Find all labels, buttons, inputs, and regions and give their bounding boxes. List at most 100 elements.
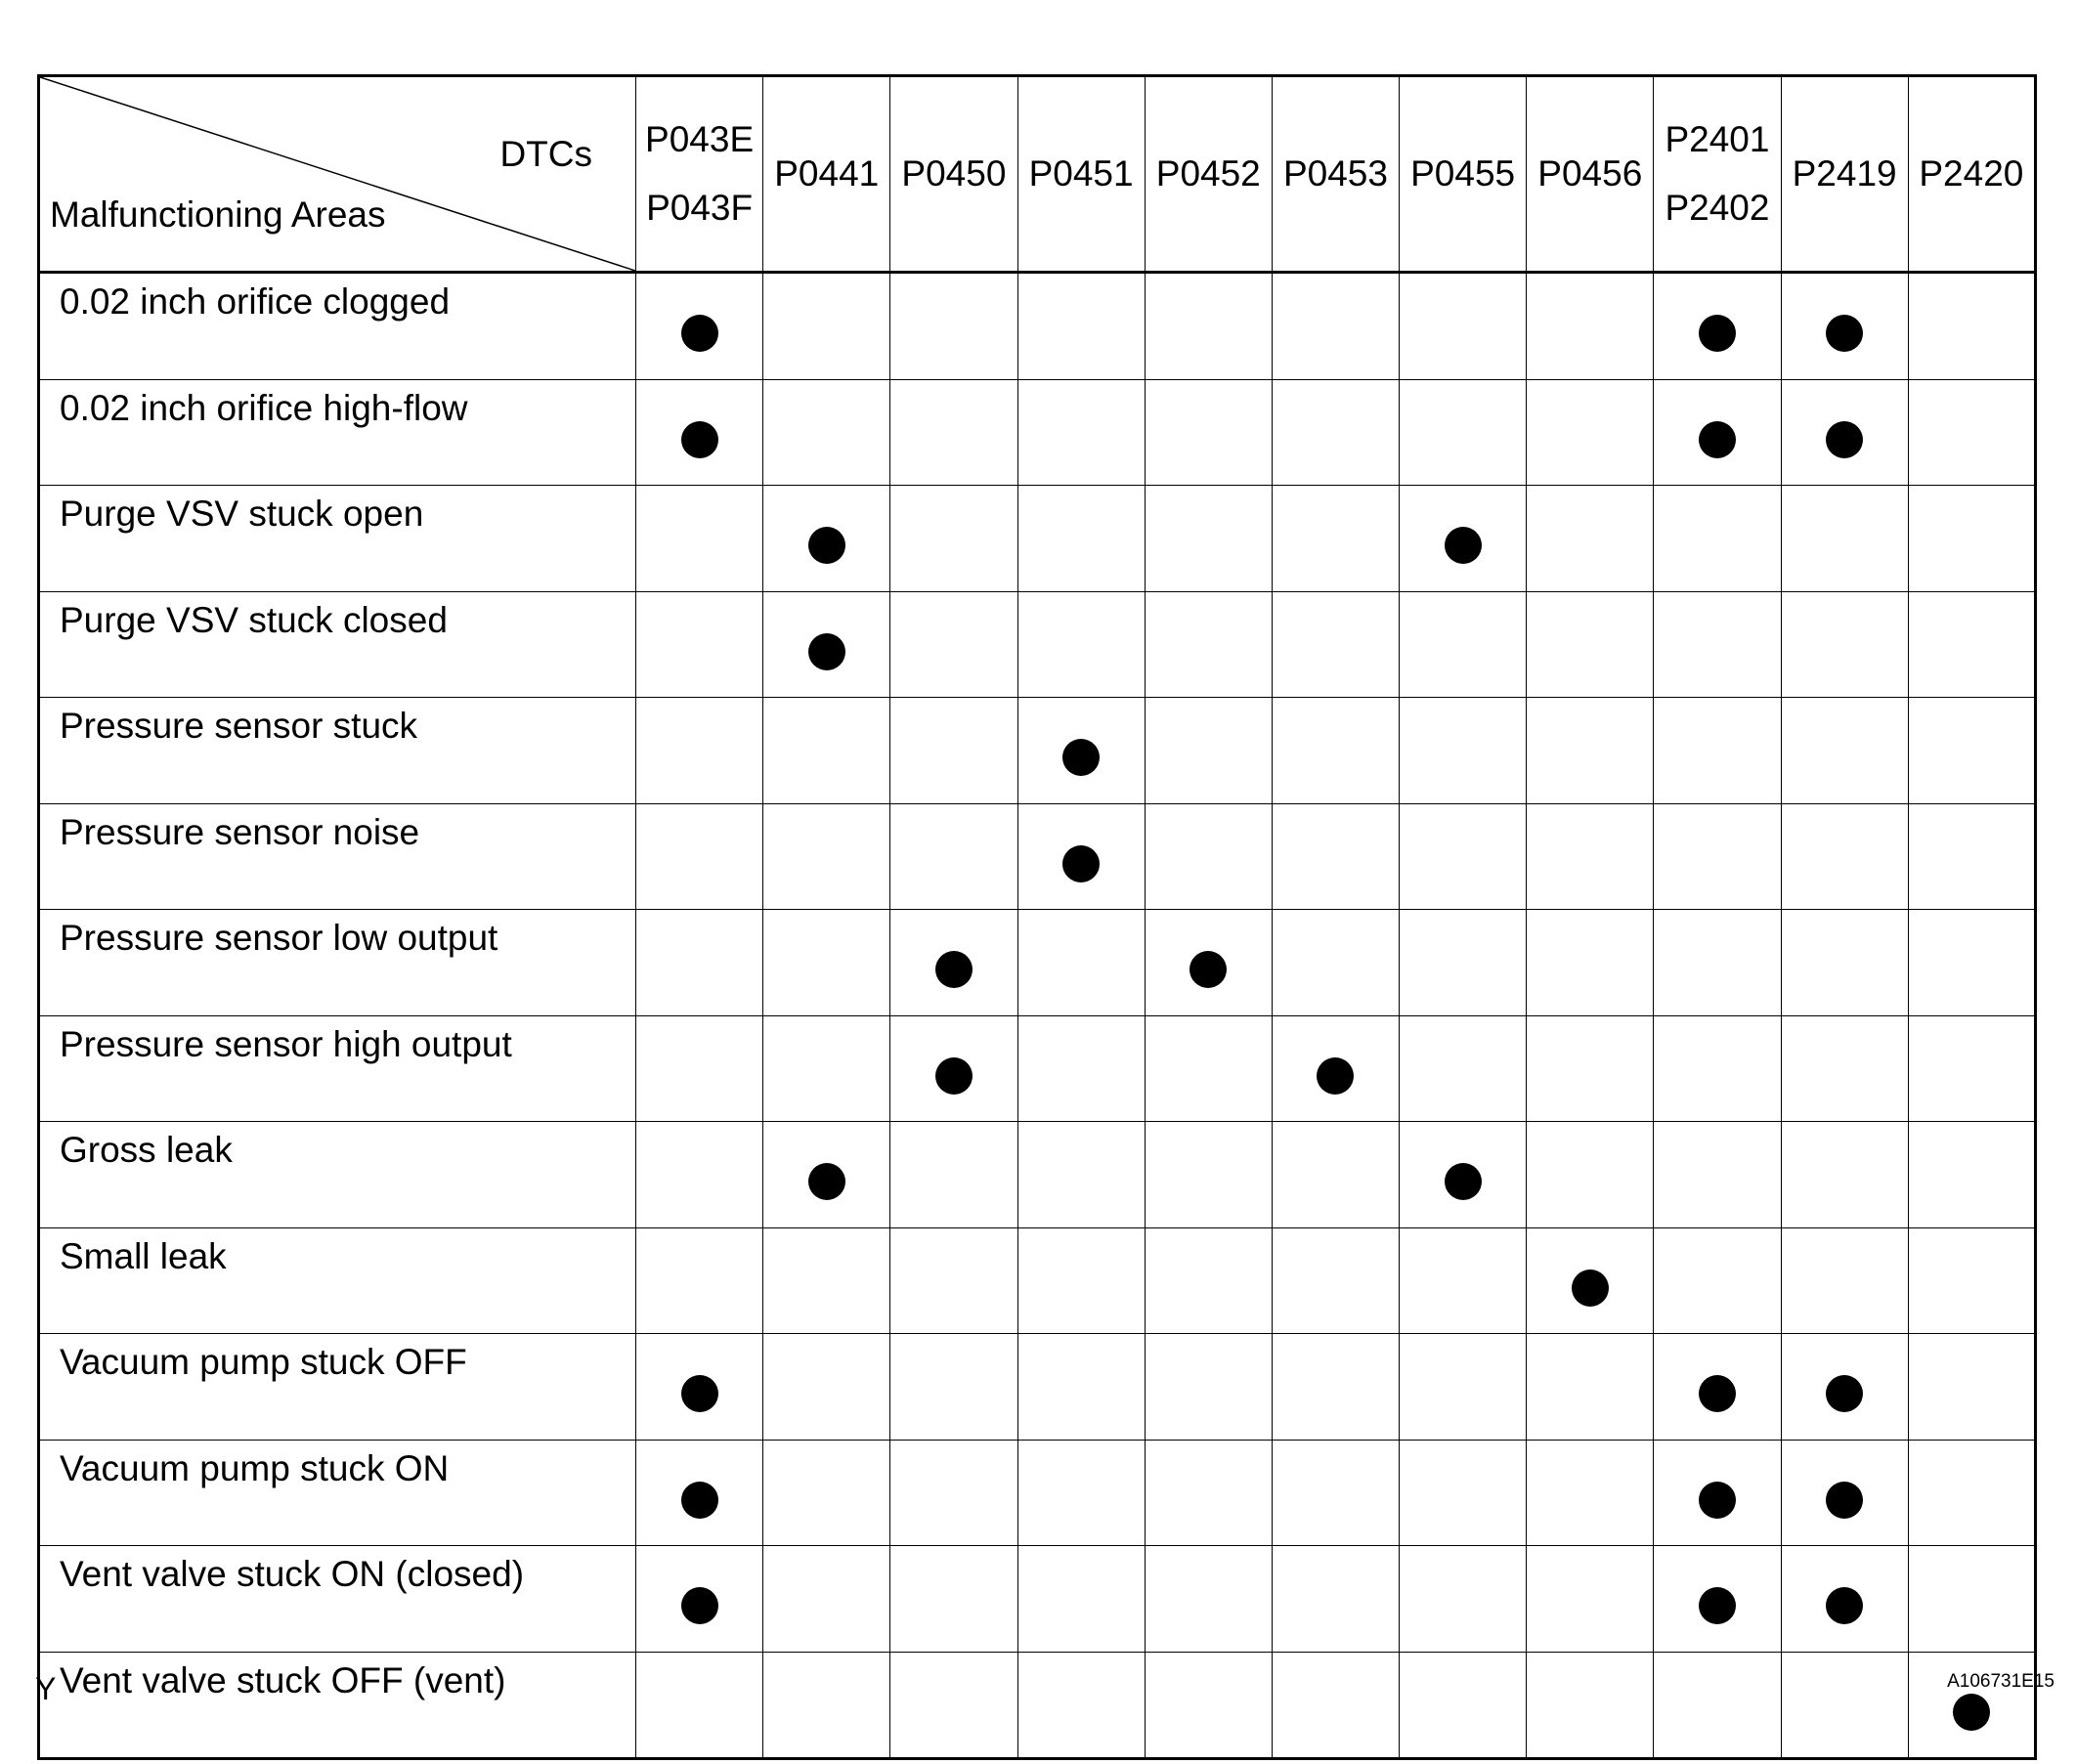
malfunction-area: Vacuum pump stuck ON — [38, 1439, 636, 1546]
matrix-cell — [1016, 272, 1146, 380]
matrix-cell — [1780, 272, 1909, 380]
matrix-cell — [634, 485, 764, 592]
matrix-cell — [1526, 1545, 1655, 1653]
matrix-cell — [762, 1226, 891, 1334]
matrix-cell — [1399, 1333, 1528, 1441]
filled-circle-icon — [1189, 951, 1228, 989]
matrix-cell — [1144, 1439, 1273, 1546]
filled-circle-icon — [1444, 1163, 1482, 1201]
matrix-cell — [1271, 697, 1401, 804]
matrix-cell — [634, 590, 764, 698]
matrix-cell — [1144, 1545, 1273, 1653]
matrix-cell — [1653, 272, 1782, 380]
matrix-cell — [889, 590, 1018, 698]
matrix-cell — [1653, 1014, 1782, 1122]
matrix-cell — [1653, 1121, 1782, 1228]
matrix-cell — [762, 1545, 891, 1653]
matrix-cell — [1653, 590, 1782, 698]
matrix-cell — [1653, 1226, 1782, 1334]
matrix-cell — [1653, 1651, 1782, 1759]
matrix-cell — [1526, 485, 1655, 592]
filled-circle-icon — [1698, 1375, 1736, 1413]
matrix-cell — [889, 485, 1018, 592]
matrix-cell — [634, 1121, 764, 1228]
matrix-cell — [889, 697, 1018, 804]
matrix-cell — [1399, 590, 1528, 698]
matrix-cell — [1907, 909, 2037, 1016]
matrix-cell — [1399, 1121, 1528, 1228]
filled-circle-icon — [1698, 1587, 1736, 1625]
footer-mark: Y — [35, 1671, 57, 1706]
matrix-cell — [1016, 1439, 1146, 1546]
filled-circle-icon — [1826, 1587, 1864, 1625]
table-row: Vent valve stuck ON (closed) — [38, 1545, 2037, 1653]
matrix-cell — [1271, 1545, 1401, 1653]
matrix-cell — [1653, 1333, 1782, 1441]
matrix-cell — [1144, 485, 1273, 592]
matrix-cell — [1907, 1014, 2037, 1122]
matrix-cell — [889, 802, 1018, 910]
matrix-cell — [1144, 1333, 1273, 1441]
matrix-cell — [1399, 1439, 1528, 1546]
dtc-code: P0450 — [901, 153, 1007, 194]
matrix-cell — [1780, 909, 1909, 1016]
matrix-cell — [634, 909, 764, 1016]
matrix-cell — [762, 1333, 891, 1441]
matrix-cell — [1271, 272, 1401, 380]
matrix-cell — [1399, 485, 1528, 592]
matrix-cell — [1399, 802, 1528, 910]
matrix-cell — [1144, 1226, 1273, 1334]
dtc-code: P2402 — [1665, 188, 1770, 228]
malfunction-area: Small leak — [38, 1226, 636, 1334]
dtc-code: P0451 — [1028, 153, 1134, 194]
malfunction-area: Vent valve stuck ON (closed) — [38, 1545, 636, 1653]
matrix-cell — [1016, 378, 1146, 486]
matrix-cell — [889, 378, 1018, 486]
filled-circle-icon — [1952, 1693, 1990, 1731]
matrix-cell — [1399, 909, 1528, 1016]
malfunction-area: Vent valve stuck OFF (vent) — [38, 1651, 636, 1759]
matrix-cell — [1144, 909, 1273, 1016]
matrix-cell — [1271, 1439, 1401, 1546]
matrix-cell — [762, 485, 891, 592]
dtc-column-header: P0455 — [1399, 75, 1528, 273]
filled-circle-icon — [807, 1163, 845, 1201]
dtc-code: P0452 — [1155, 153, 1261, 194]
matrix-cell — [1907, 1121, 2037, 1228]
matrix-cell — [634, 1545, 764, 1653]
matrix-cell — [1144, 590, 1273, 698]
dtc-code: P043E — [645, 119, 755, 159]
table-row: Purge VSV stuck closed — [38, 590, 2037, 698]
matrix-cell — [1016, 485, 1146, 592]
table-row: Pressure sensor high output — [38, 1014, 2037, 1122]
matrix-cell — [1399, 1226, 1528, 1334]
matrix-cell — [1016, 909, 1146, 1016]
matrix-cell — [1526, 1439, 1655, 1546]
matrix-cell — [1526, 1226, 1655, 1334]
matrix-cell — [889, 1439, 1018, 1546]
matrix-cell — [1780, 1226, 1909, 1334]
dtc-code: P0453 — [1282, 153, 1388, 194]
matrix-cell — [762, 272, 891, 380]
matrix-cell — [1016, 590, 1146, 698]
matrix-cell — [1399, 1545, 1528, 1653]
table-row: Vacuum pump stuck ON — [38, 1439, 2037, 1546]
matrix-cell — [634, 1439, 764, 1546]
matrix-cell — [1780, 1333, 1909, 1441]
matrix-cell — [1907, 485, 2037, 592]
matrix-cell — [889, 1333, 1018, 1441]
figure-id: A106731E15 — [1947, 1671, 2054, 1692]
matrix-cell — [1780, 1121, 1909, 1228]
filled-circle-icon — [1062, 844, 1101, 882]
dtc-code: P2420 — [1919, 153, 2024, 194]
dtc-column-header: P2419 — [1780, 75, 1909, 273]
matrix-cell — [1016, 1333, 1146, 1441]
matrix-cell — [1271, 1333, 1401, 1441]
malfunction-area: Purge VSV stuck open — [38, 485, 636, 592]
filled-circle-icon — [1571, 1269, 1609, 1307]
dtc-column-header: P043E P043F — [634, 75, 764, 273]
matrix-cell — [1144, 1121, 1273, 1228]
matrix-cell — [634, 1651, 764, 1759]
dtc-code: P0455 — [1410, 153, 1516, 194]
dtcs-label: DTCs — [499, 134, 592, 174]
